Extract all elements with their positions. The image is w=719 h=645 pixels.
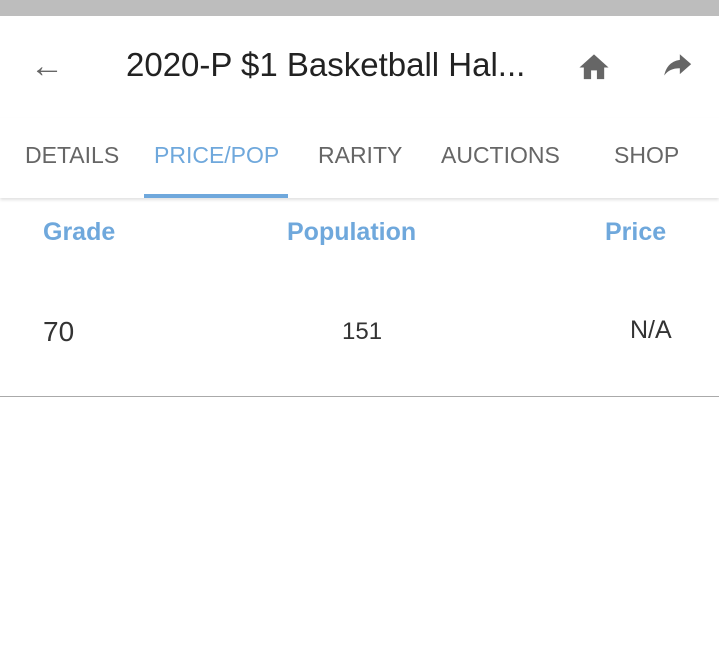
tab-bar: DETAILS PRICE/POP RARITY AUCTIONS SHOP — [0, 118, 719, 198]
column-header-population: Population — [287, 218, 417, 246]
price-cell: N/A — [630, 316, 672, 344]
tab-rarity[interactable]: RARITY — [318, 142, 403, 168]
status-bar — [0, 0, 719, 16]
tab-details[interactable]: DETAILS — [25, 142, 120, 168]
page-title: 2020-P $1 Basketball Hal... — [126, 46, 526, 83]
share-arrow-icon — [664, 54, 692, 76]
active-tab-indicator — [144, 194, 288, 198]
tab-shop[interactable]: SHOP — [614, 142, 680, 168]
tab-auctions[interactable]: AUCTIONS — [441, 142, 560, 168]
home-icon — [579, 54, 609, 80]
tab-price-pop[interactable]: PRICE/POP — [154, 142, 280, 168]
population-cell: 151 — [342, 318, 383, 345]
share-button[interactable] — [660, 52, 694, 87]
column-header-grade: Grade — [43, 218, 116, 246]
grade-cell: 70 — [43, 316, 75, 347]
app-header: ← 2020-P $1 Basketball Hal... — [0, 16, 719, 116]
column-header-price: Price — [605, 218, 667, 246]
row-divider — [0, 396, 719, 397]
home-button[interactable] — [576, 50, 612, 87]
back-button[interactable]: ← — [30, 48, 70, 84]
arrow-left-icon: ← — [30, 47, 64, 85]
